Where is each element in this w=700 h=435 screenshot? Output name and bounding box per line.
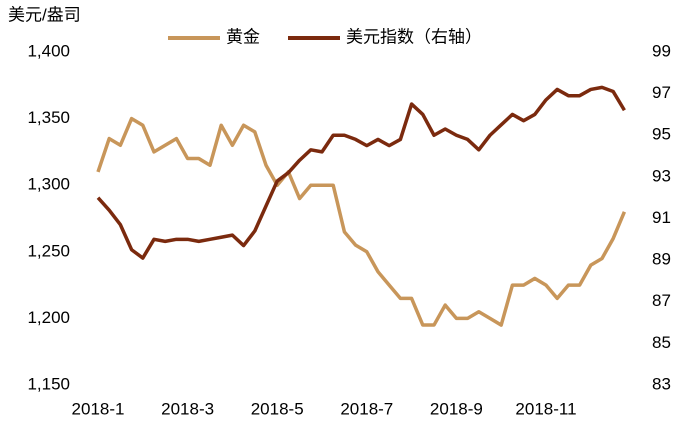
y-tick-label: 1,250 (27, 241, 70, 260)
x-tick-label: 2018-11 (515, 399, 576, 418)
y-axis-label: 美元/盎司 (8, 5, 81, 24)
y2-tick-label: 97 (652, 83, 671, 102)
y2-tick-label: 89 (652, 250, 671, 269)
series-line (96, 85, 626, 260)
y2-tick-label: 87 (652, 291, 671, 310)
x-tick-label: 2018-5 (251, 399, 304, 418)
y-tick-label: 1,150 (27, 374, 70, 393)
y2-tick-label: 85 (652, 333, 671, 352)
y2-tick-label: 83 (652, 374, 671, 393)
y-tick-label: 1,400 (27, 41, 70, 60)
y2-tick-label: 91 (652, 208, 671, 227)
y2-tick-label: 95 (652, 125, 671, 144)
y-tick-label: 1,350 (27, 108, 70, 127)
legend-label: 黄金 (226, 27, 260, 46)
legend-label: 美元指数（右轴） (346, 27, 482, 46)
x-tick-label: 2018-3 (161, 399, 214, 418)
y2-tick-label: 99 (652, 41, 671, 60)
series-line (96, 116, 627, 327)
y2-tick-label: 93 (652, 166, 671, 185)
x-tick-label: 2018-7 (340, 399, 393, 418)
x-tick-label: 2018-1 (72, 399, 125, 418)
y-tick-label: 1,300 (27, 175, 70, 194)
y-tick-label: 1,200 (27, 308, 70, 327)
x-tick-label: 2018-9 (430, 399, 483, 418)
